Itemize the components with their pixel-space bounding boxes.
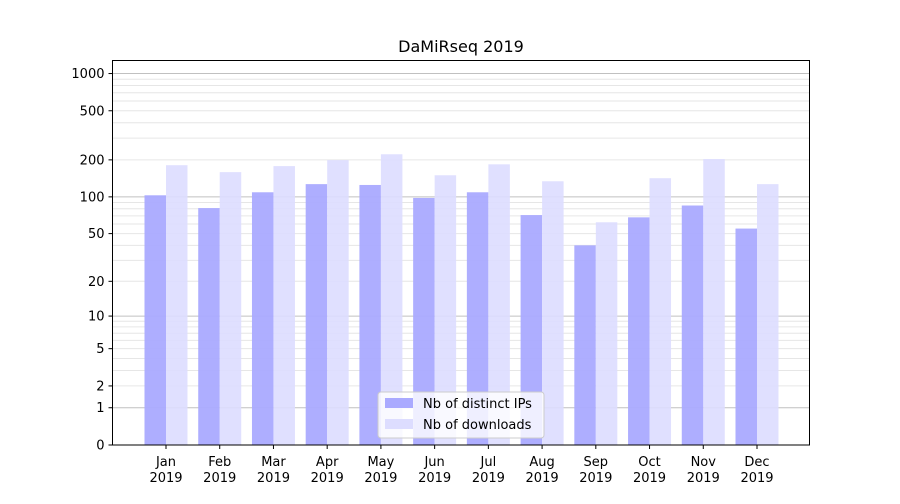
legend-label-downloads: Nb of downloads bbox=[423, 418, 532, 433]
plot-frame bbox=[112, 60, 810, 446]
bar-downloads bbox=[542, 181, 564, 445]
bar-distinct-ips bbox=[574, 245, 596, 445]
y-tick-label: 500 bbox=[80, 104, 105, 119]
bar-distinct-ips bbox=[198, 208, 220, 445]
legend-swatch-downloads bbox=[385, 419, 413, 429]
bar-downloads bbox=[488, 164, 510, 445]
bar-distinct-ips bbox=[305, 184, 328, 445]
bar-downloads bbox=[380, 154, 403, 446]
x-tick-label: Nov 2019 bbox=[687, 455, 720, 486]
x-tick-label: Jan 2019 bbox=[149, 455, 182, 486]
bar-downloads bbox=[219, 172, 242, 445]
x-tick-label: Apr 2019 bbox=[311, 455, 344, 486]
bar-distinct-ips bbox=[359, 184, 381, 445]
x-tick-label: Dec 2019 bbox=[740, 455, 773, 486]
x-tick-label: Feb 2019 bbox=[203, 455, 236, 486]
bar-distinct-ips bbox=[251, 192, 274, 445]
x-tick-label: Aug 2019 bbox=[526, 455, 559, 486]
y-axis: 0 1 2 5 10 20 50 100 200 500 1000 bbox=[71, 67, 113, 454]
x-tick-label: Jun 2019 bbox=[418, 455, 451, 486]
y-tick-label: 1 bbox=[96, 401, 104, 416]
x-tick-label: Jul 2019 bbox=[472, 455, 505, 486]
bar-distinct-ips bbox=[735, 228, 757, 445]
bar-downloads bbox=[757, 184, 779, 445]
y-tick-label: 10 bbox=[88, 310, 105, 325]
x-tick-label: Sep 2019 bbox=[579, 455, 612, 486]
legend-swatch-ips bbox=[385, 398, 413, 408]
bars bbox=[144, 154, 779, 446]
x-axis: Jan 2019 Feb 2019 Mar 2019 Apr 2019 May 2019 Jun 20… bbox=[149, 445, 774, 486]
y-tick-label: 200 bbox=[80, 153, 105, 168]
legend-box bbox=[377, 391, 545, 439]
legend: Nb of distinct IPs Nb of downloads bbox=[377, 391, 545, 439]
bar-downloads bbox=[327, 160, 349, 445]
bar-downloads bbox=[434, 175, 457, 445]
y-tick-label: 5 bbox=[96, 342, 104, 357]
y-tick-label: 20 bbox=[88, 275, 105, 290]
bar-distinct-ips bbox=[466, 192, 489, 445]
chart-title: DaMiRseq 2019 bbox=[398, 37, 524, 56]
legend-label-ips: Nb of distinct IPs bbox=[423, 397, 532, 412]
bar-downloads bbox=[649, 178, 672, 445]
x-tick-label: May 2019 bbox=[364, 455, 397, 486]
y-tick-label: 50 bbox=[88, 227, 105, 242]
y-tick-label: 1000 bbox=[71, 67, 104, 82]
bar-distinct-ips bbox=[144, 195, 166, 445]
bar-downloads bbox=[166, 165, 188, 445]
bar-distinct-ips bbox=[628, 217, 650, 445]
x-tick-label: Oct 2019 bbox=[633, 455, 666, 486]
bar-downloads bbox=[703, 159, 725, 445]
y-tick-label: 100 bbox=[80, 190, 105, 205]
bar-downloads bbox=[595, 222, 618, 445]
bar-distinct-ips bbox=[681, 205, 704, 445]
y-tick-label: 2 bbox=[96, 379, 104, 394]
bar-distinct-ips bbox=[520, 215, 543, 445]
bar-downloads bbox=[273, 166, 295, 445]
y-tick-label: 0 bbox=[96, 439, 104, 454]
bar-distinct-ips bbox=[413, 197, 435, 445]
x-tick-label: Mar 2019 bbox=[257, 455, 290, 486]
